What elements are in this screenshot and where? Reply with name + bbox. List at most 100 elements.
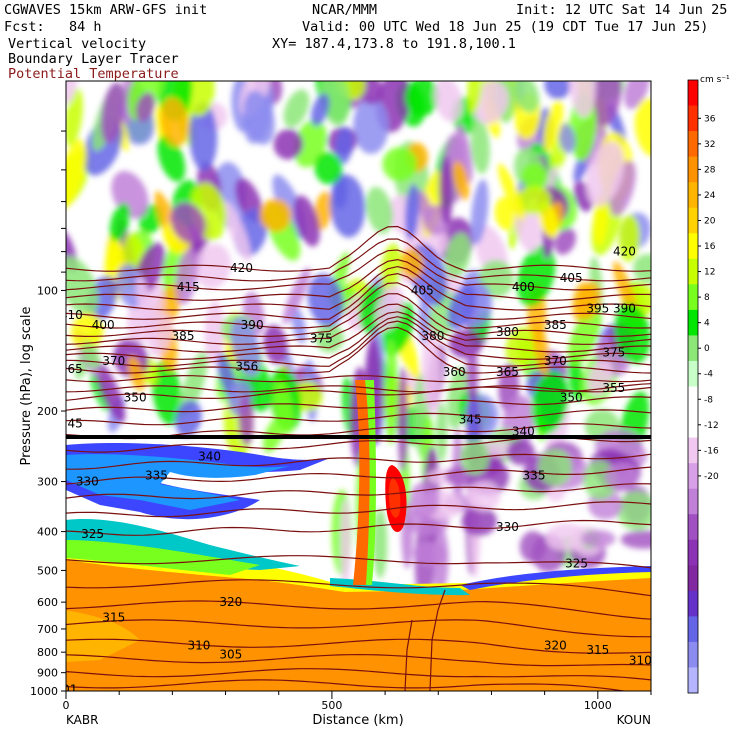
w-cell (404, 81, 440, 117)
w-cell (310, 93, 330, 126)
w-cell (314, 151, 343, 185)
w-cell (633, 253, 651, 284)
y-tick-label: 600 (37, 596, 58, 609)
colorbar-swatch (688, 335, 698, 362)
contour-label: 345 (459, 413, 482, 427)
w-cell (623, 81, 650, 110)
y-tick-label: 500 (37, 564, 58, 577)
w-cell (421, 328, 441, 411)
w-cell (581, 530, 616, 548)
contour-label: 325 (565, 556, 588, 570)
colorbar-swatch (688, 412, 698, 439)
contour-label: 330 (76, 475, 99, 489)
colorbar-tick-label: -16 (704, 446, 719, 456)
w-cell (620, 530, 651, 549)
w-cell (448, 137, 465, 169)
w-cell (189, 102, 218, 171)
contour-label: 325 (81, 527, 104, 541)
theta-contour (66, 311, 651, 353)
w-cell (585, 141, 625, 207)
y-tick-label: 100 (37, 284, 58, 297)
colorbar-tick-label: 12 (704, 268, 715, 278)
theta-contour-labels: 420 420 415 410 405 405 400 400 395 390 390 385 385 3… (55, 245, 652, 696)
w-cell (567, 307, 602, 366)
contour-label: 385 (172, 329, 195, 343)
contour-label: 320 (219, 595, 242, 609)
cross-section-coords: XY= 187.4,173.8 to 191.8,100.1 (272, 36, 516, 52)
w-cell (222, 200, 251, 262)
contour-label: 355 (602, 381, 625, 395)
theta-contour (66, 579, 651, 597)
colorbar-swatch (688, 156, 698, 183)
colorbar-swatch (688, 360, 698, 387)
w-cell (106, 232, 122, 275)
w-cell (160, 97, 189, 147)
x-tick-label: 500 (321, 699, 342, 712)
w-cell (593, 193, 609, 246)
w-cell (436, 402, 448, 463)
colorbar-swatch (688, 80, 698, 107)
w-cell (259, 198, 292, 232)
w-cell (531, 370, 569, 434)
theta-contour (66, 453, 651, 470)
w-cell (461, 506, 497, 536)
w-cell (577, 281, 601, 320)
contour-label: 390 (241, 318, 264, 332)
w-cell (544, 81, 571, 100)
w-cell (466, 341, 479, 411)
w-cell (320, 81, 350, 127)
contour-label: 370 (544, 354, 567, 368)
theta-contour (66, 225, 651, 272)
theta-contour (66, 272, 651, 320)
w-cell (470, 118, 490, 174)
theta-contour (66, 303, 651, 345)
contour-label: 335 (523, 469, 546, 483)
w-cell (554, 227, 576, 255)
contour-label: 390 (613, 302, 636, 316)
x-axis-label: Distance (km) (312, 713, 403, 728)
contour-label: 301 (55, 682, 78, 696)
colorbar-swatch (688, 616, 698, 643)
theta-contour (66, 293, 651, 338)
w-cell (66, 81, 78, 105)
w-cell (70, 312, 104, 351)
theta-contour (66, 668, 651, 681)
w-cell (497, 163, 525, 220)
contour-label: 400 (92, 318, 115, 332)
contour-label: 405 (560, 271, 583, 285)
w-cell (592, 81, 622, 127)
contour-label: 370 (102, 354, 125, 368)
colorbar-tick-label: -4 (704, 370, 713, 380)
w-cell (307, 273, 344, 327)
model-title: CGWAVES 15km ARW-GFS init (4, 2, 208, 18)
w-cell (340, 498, 351, 589)
w-cell (545, 523, 589, 551)
w-cell (609, 160, 636, 217)
w-cell (533, 325, 550, 376)
w-cell (135, 92, 155, 123)
theta-contour (404, 619, 413, 691)
theta-contour (66, 396, 651, 413)
contour-label: 410 (60, 308, 83, 322)
colorbar-swatch (688, 539, 698, 566)
w-cell (273, 129, 304, 160)
colorbar-swatch (688, 182, 698, 209)
w-cell (273, 380, 294, 435)
contour-label: 380 (496, 325, 519, 339)
theta-contour (66, 409, 651, 426)
w-cell (538, 448, 572, 487)
w-cell (519, 531, 547, 563)
contour-label: 310 (629, 654, 652, 668)
colorbar-swatch (688, 667, 698, 694)
w-cell (100, 82, 125, 144)
w-cell (506, 439, 535, 466)
colorbar-tick-label: 36 (704, 114, 716, 124)
forecast-hour: Fcst: 84 h (4, 19, 102, 35)
contour-label: 335 (145, 469, 168, 483)
theta-contour (66, 679, 629, 691)
contour-label: 350 (124, 390, 147, 404)
right-station-label: KOUN (617, 713, 651, 727)
left-station-label: KABR (66, 713, 98, 727)
theta-contour (429, 589, 446, 691)
theta-contour (66, 320, 651, 367)
